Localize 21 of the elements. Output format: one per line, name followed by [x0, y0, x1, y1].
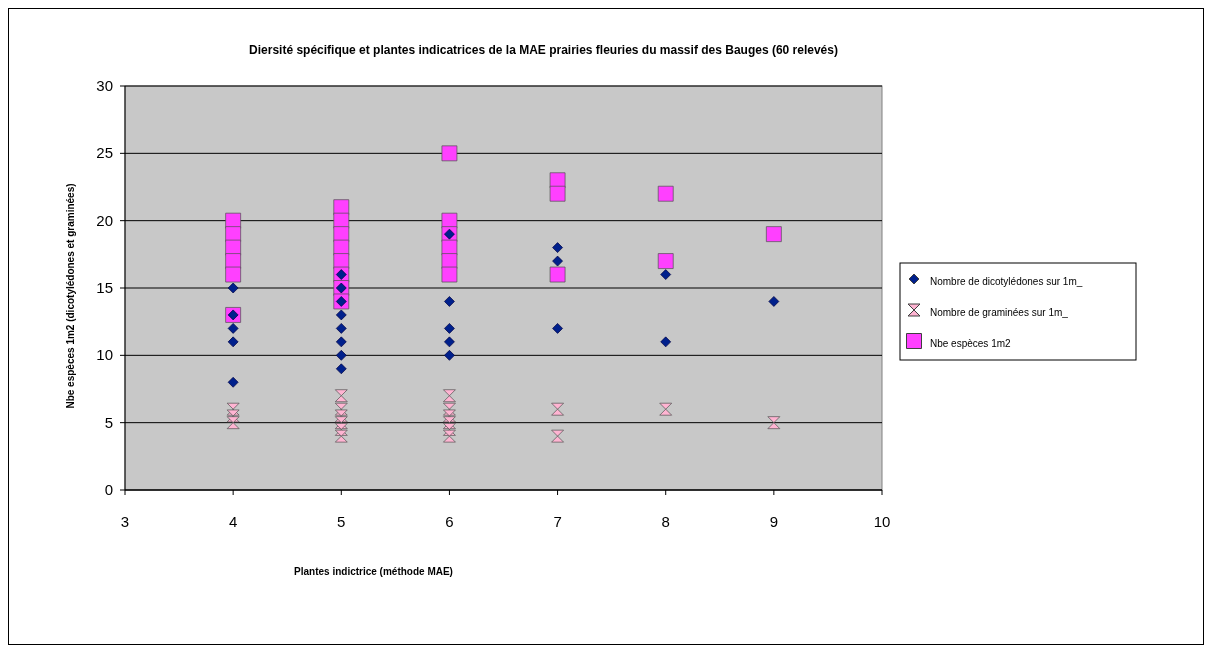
x-tick-label: 7	[553, 513, 562, 530]
legend-label: Nbe espèces 1m2	[930, 338, 1012, 349]
y-tick-label: 10	[96, 346, 113, 364]
x-tick-label: 9	[769, 513, 779, 530]
y-axis-title: Nbe espèces 1m2 (dicotylédones et graminées)	[65, 183, 76, 409]
x-tick-label: 4	[228, 513, 238, 530]
y-tick-label: 25	[96, 144, 113, 162]
legend-label: Nombre de graminées sur 1m_	[930, 307, 1069, 318]
legend-label: Nombre de dicotylédones sur 1m_	[930, 276, 1083, 287]
x-axis-title: Plantes indictrice (méthode MAE)	[294, 566, 453, 577]
chart-title: Diersité spécifique et plantes indicatrices de la MAE prairies fleuries du massif des Bauges (60 relevés)	[249, 43, 838, 57]
y-tick-label: 30	[96, 77, 113, 94]
x-tick-label: 6	[445, 513, 454, 530]
y-tick-label: 15	[96, 279, 113, 296]
x-tick-label: 10	[873, 513, 891, 530]
y-tick-label: 20	[96, 211, 113, 229]
x-tick-label: 3	[120, 513, 130, 530]
y-tick-label: 5	[104, 413, 113, 431]
x-tick-label: 5	[337, 513, 346, 530]
x-tick-label: 8	[661, 513, 670, 530]
y-tick-label: 0	[104, 481, 113, 498]
